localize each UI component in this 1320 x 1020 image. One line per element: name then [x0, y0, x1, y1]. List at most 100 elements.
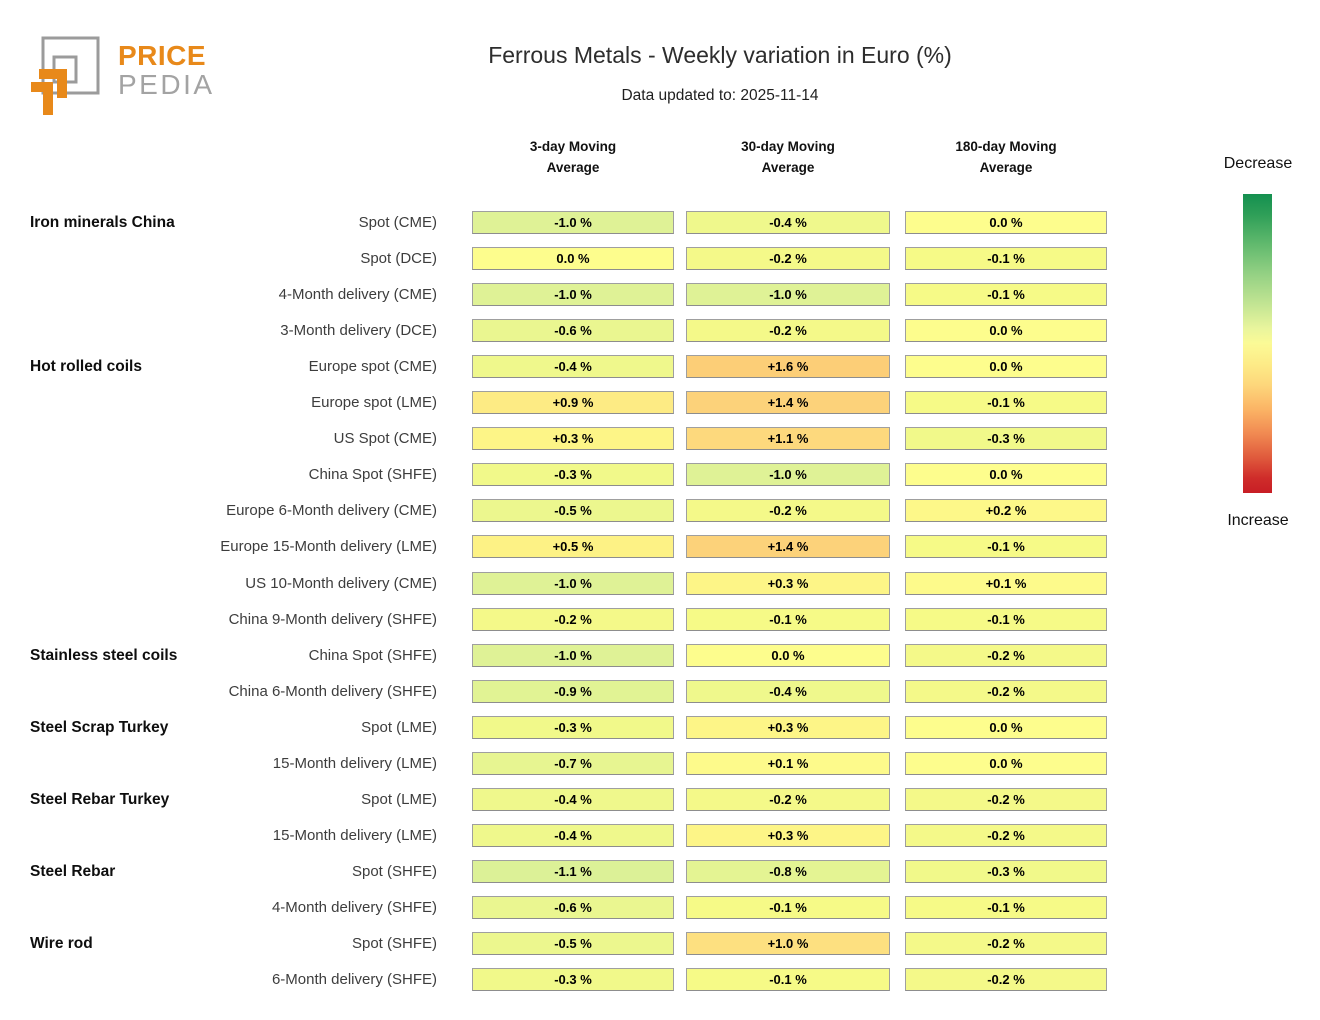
heatmap-cell: -1.0 %	[472, 211, 674, 234]
table-row: Spot (DCE) 0.0 % -0.2 % -0.1 %	[30, 247, 1110, 270]
heatmap-cell: -1.0 %	[472, 283, 674, 306]
heatmap-cell: -0.4 %	[472, 788, 674, 811]
heatmap-cell: -0.2 %	[905, 932, 1107, 955]
group-label: Steel Scrap Turkey	[30, 719, 169, 736]
heatmap-cell: 0.0 %	[905, 355, 1107, 378]
page-title: Ferrous Metals - Weekly variation in Eur…	[488, 42, 952, 68]
row-label: 3-Month delivery (DCE)	[280, 322, 437, 339]
column-header-3day: 3-day Moving Average	[472, 136, 674, 178]
heatmap-cell: -0.7 %	[472, 752, 674, 775]
heatmap-cell: -0.1 %	[686, 608, 890, 631]
heatmap-cell: -0.1 %	[686, 968, 890, 991]
heatmap-cell: -0.4 %	[686, 211, 890, 234]
row-label: China Spot (SHFE)	[308, 647, 437, 664]
logo-wordmark: PRICE PEDIA	[118, 41, 215, 99]
row-label: 15-Month delivery (LME)	[272, 755, 437, 772]
heatmap-cell: -1.0 %	[472, 644, 674, 667]
pricepedia-logo: PRICE PEDIA	[30, 28, 215, 118]
group-label: Steel Rebar	[30, 863, 116, 880]
row-label: Spot (SHFE)	[351, 863, 437, 880]
table-row: Stainless steel coils China Spot (SHFE) …	[30, 644, 1110, 667]
column-header-line: 3-day Moving	[529, 139, 617, 154]
heatmap-cell: -0.6 %	[472, 319, 674, 342]
table-row: Steel Scrap Turkey Spot (LME) -0.3 % +0.…	[30, 716, 1110, 739]
group-label: Stainless steel coils	[30, 647, 178, 664]
heatmap-cell: -0.4 %	[472, 824, 674, 847]
heatmap-cell: +1.6 %	[686, 355, 890, 378]
row-label: US 10-Month delivery (CME)	[245, 575, 437, 592]
table-row: 3-Month delivery (DCE) -0.6 % -0.2 % 0.0…	[30, 319, 1110, 342]
table-row: Europe 6-Month delivery (CME) -0.5 % -0.…	[30, 499, 1110, 522]
column-header-line: 30-day Moving	[741, 139, 835, 154]
heatmap-cell: -0.1 %	[905, 283, 1107, 306]
heatmap-cell: -0.2 %	[905, 680, 1107, 703]
row-label: Europe 6-Month delivery (CME)	[226, 502, 437, 519]
group-label: Iron minerals China	[30, 214, 175, 231]
row-label: China 9-Month delivery (SHFE)	[228, 611, 437, 628]
heatmap-cell: -0.4 %	[686, 680, 890, 703]
table-row: 15-Month delivery (LME) -0.4 % +0.3 % -0…	[30, 824, 1110, 847]
column-header-line: 180-day Moving	[955, 139, 1057, 154]
table-row: Iron minerals China Spot (CME) -1.0 % -0…	[30, 211, 1110, 234]
heatmap-cell: -0.6 %	[472, 896, 674, 919]
table-row: China 9-Month delivery (SHFE) -0.2 % -0.…	[30, 608, 1110, 631]
heatmap-cell: 0.0 %	[905, 716, 1107, 739]
group-label: Wire rod	[30, 935, 93, 952]
row-label: Europe 15-Month delivery (LME)	[220, 538, 437, 555]
heatmap-cell: -1.0 %	[686, 463, 890, 486]
heatmap-cell: -0.2 %	[905, 824, 1107, 847]
heatmap-cell: -0.1 %	[905, 535, 1107, 558]
legend-increase-label: Increase	[1227, 512, 1289, 529]
table-row: US 10-Month delivery (CME) -1.0 % +0.3 %…	[30, 572, 1110, 595]
row-label: 6-Month delivery (SHFE)	[271, 971, 437, 988]
column-header-line: Average	[979, 160, 1033, 175]
column-header-line: Average	[546, 160, 600, 175]
heatmap-cell: +1.1 %	[686, 427, 890, 450]
table-row: China Spot (SHFE) -0.3 % -1.0 % 0.0 %	[30, 463, 1110, 486]
heatmap-cell: +1.0 %	[686, 932, 890, 955]
table-row: Steel Rebar Turkey Spot (LME) -0.4 % -0.…	[30, 788, 1110, 811]
row-label: 4-Month delivery (SHFE)	[271, 899, 437, 916]
heatmap-cell: 0.0 %	[905, 319, 1107, 342]
heatmap-cell: -0.1 %	[686, 896, 890, 919]
heatmap-cell: 0.0 %	[686, 644, 890, 667]
heatmap-cell: -1.0 %	[472, 572, 674, 595]
table-row: China 6-Month delivery (SHFE) -0.9 % -0.…	[30, 680, 1110, 703]
heatmap-cell: -0.1 %	[905, 608, 1107, 631]
table-row: Steel Rebar Spot (SHFE) -1.1 % -0.8 % -0…	[30, 860, 1110, 883]
heatmap-cell: +0.3 %	[686, 824, 890, 847]
heatmap-cell: -0.4 %	[472, 355, 674, 378]
heatmap-cell: +0.1 %	[686, 752, 890, 775]
heatmap-cell: -0.1 %	[905, 391, 1107, 414]
row-label: Europe spot (CME)	[308, 358, 437, 375]
heatmap-cell: -0.2 %	[686, 247, 890, 270]
heatmap-cell: 0.0 %	[472, 247, 674, 270]
row-label: Europe spot (LME)	[311, 394, 437, 411]
heatmap-cell: +1.4 %	[686, 535, 890, 558]
heatmap-cell: +0.1 %	[905, 572, 1107, 595]
heatmap-cell: -0.2 %	[905, 644, 1107, 667]
pricepedia-logo-icon	[31, 36, 100, 115]
heatmap-cell: -0.8 %	[686, 860, 890, 883]
colorscale-gradient-bar	[1243, 194, 1272, 493]
heatmap-cell: -0.2 %	[686, 788, 890, 811]
row-label: China Spot (SHFE)	[308, 466, 437, 483]
data-updated-subtitle: Data updated to: 2025-11-14	[621, 87, 819, 104]
column-header-line: Average	[761, 160, 815, 175]
table-row: Europe 15-Month delivery (LME) +0.5 % +1…	[30, 535, 1110, 558]
heatmap-cell: 0.0 %	[905, 752, 1107, 775]
group-label: Steel Rebar Turkey	[30, 791, 170, 808]
row-label: Spot (LME)	[361, 719, 437, 736]
row-label: 4-Month delivery (CME)	[278, 286, 437, 303]
heatmap-cell: +0.3 %	[472, 427, 674, 450]
heatmap-cell: -0.2 %	[686, 499, 890, 522]
row-label: Spot (SHFE)	[351, 935, 437, 952]
heatmap-cell: 0.0 %	[905, 211, 1107, 234]
table-row: Wire rod Spot (SHFE) -0.5 % +1.0 % -0.2 …	[30, 932, 1110, 955]
column-header-180day: 180-day Moving Average	[905, 136, 1107, 178]
heatmap-cell: -0.3 %	[472, 968, 674, 991]
heatmap-cell: -1.0 %	[686, 283, 890, 306]
heatmap-cell: +0.2 %	[905, 499, 1107, 522]
heatmap-cell: -0.1 %	[905, 896, 1107, 919]
group-label: Hot rolled coils	[30, 358, 142, 375]
